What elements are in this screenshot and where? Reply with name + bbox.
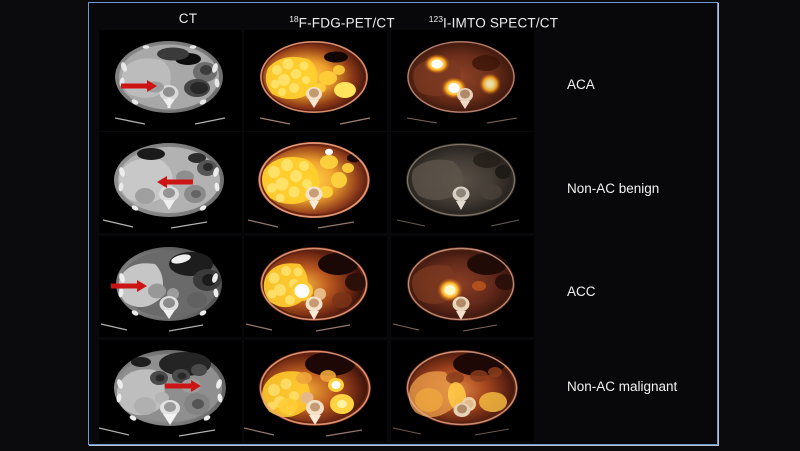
row-label-non-ac-malignant: Non-AC malignant [567, 379, 678, 394]
scan-row-non-ac-benign [94, 132, 719, 233]
scan-cell-non-ac-malignant-petct [244, 340, 387, 441]
row-label-aca: ACA [567, 77, 595, 92]
column-header-ct: CT [117, 9, 259, 29]
row-label-acc: ACC [567, 284, 596, 299]
scan-row-non-ac-malignant [94, 340, 719, 441]
column-header-petct-label: F-FDG-PET/CT [298, 15, 395, 31]
column-header-spect: 123I-IMTO SPECT/CT [396, 9, 591, 34]
scan-cell-aca-ct [99, 30, 242, 131]
column-header-petct-superscript: 18 [289, 14, 299, 24]
scan-cell-acc-ct [99, 236, 242, 337]
annotation-arrow [111, 280, 147, 292]
annotation-arrow [157, 176, 193, 188]
scan-row-acc [94, 236, 719, 337]
scan-image-grid [94, 30, 719, 446]
scan-cell-non-ac-benign-ct [99, 132, 242, 233]
scan-cell-aca-petct [244, 30, 387, 131]
row-label-non-ac-benign: Non-AC benign [567, 181, 660, 196]
column-header-petct: 18F-FDG-PET/CT [247, 9, 437, 34]
column-header-spect-label: I-IMTO SPECT/CT [442, 15, 559, 31]
scan-cell-non-ac-malignant-ct [99, 340, 242, 441]
column-header-ct-label: CT [178, 11, 198, 26]
scan-row-aca [94, 30, 719, 131]
column-headers: CT 18F-FDG-PET/CT 123I-IMTO SPECT/CT [89, 9, 719, 31]
figure-panel: CT 18F-FDG-PET/CT 123I-IMTO SPECT/CT [88, 2, 718, 445]
scan-cell-non-ac-benign-petct [244, 132, 387, 233]
scan-cell-acc-spect [391, 236, 534, 337]
column-header-spect-superscript: 123 [428, 14, 443, 24]
scan-cell-non-ac-malignant-spect [391, 340, 534, 441]
annotation-arrow [165, 380, 201, 392]
scan-cell-non-ac-benign-spect [391, 132, 534, 233]
annotation-arrow [121, 80, 157, 92]
scan-cell-acc-petct [244, 236, 387, 337]
scan-cell-aca-spect [391, 30, 534, 131]
